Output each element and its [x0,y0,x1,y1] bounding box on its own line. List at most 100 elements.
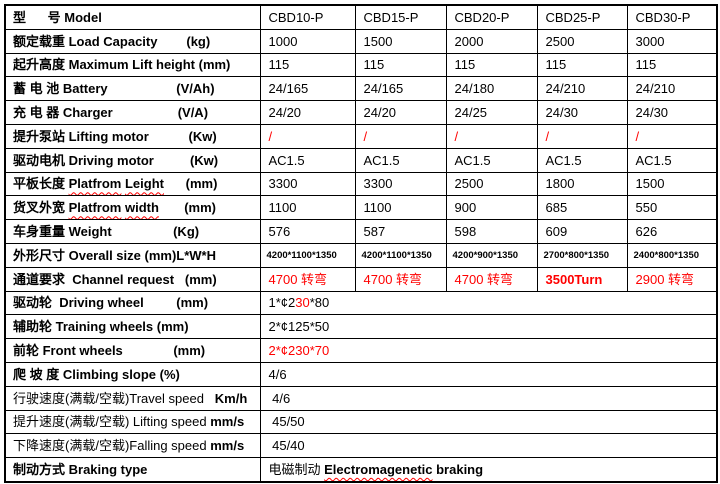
text-segment: 685 [545,200,568,216]
value-weight-4: 609 [536,219,628,244]
text-segment: 起升高度 Maximum Lift height (mm) [13,57,231,73]
value-charger-4: 24/30 [536,100,628,125]
row-max-lift-height: 起升高度 Maximum Lift height (mm) 115 115 115 11… [4,52,718,78]
text-segment: mm/s [210,414,245,430]
label-load-capacity: 额定载重 Load Capacity (kg) [4,28,261,54]
text-segment: 制动方式 [13,462,69,478]
label-model: 型 号 Model [4,4,261,30]
text-segment: 驱动电机 Driving motor (Kw) [13,152,219,168]
value-platform-length-5: 1500 [626,171,718,197]
label-platform-length: 平板长度 Platfrom Leight (mm) [4,171,261,197]
value-battery-3: 24/180 [445,76,538,102]
text-segment: 货叉外宽 [13,200,69,216]
text-segment: 2*¢230*70 [268,343,330,359]
text-segment: 24/25 [454,105,488,121]
value-charger-2: 24/20 [354,100,447,125]
label-driving-motor: 驱动电机 Driving motor (Kw) [4,147,261,173]
text-segment: AC1.5 [268,152,305,168]
row-lifting-speed: 提升速度(满载/空载) Lifting speed mm/s 45/50 [4,409,718,435]
value-channel-request-5: 2900 转弯 [626,266,718,292]
value-overall-size-5: 2400*800*1350 [626,242,718,268]
row-driving-wheel: 驱动轮 Driving wheel (mm) 1*¢230*80 [4,290,718,316]
text-segment: 115 [454,57,476,73]
value-max-lift-height-1: 115 [259,52,356,78]
text-segment: 2*¢125*50 [268,319,330,335]
text-segment: 充 电 器 Charger (V/A) [13,105,209,121]
text-segment: / [545,128,550,144]
value-travel-speed-1: 4/6 [259,385,718,411]
text-segment: 4700 转弯 [268,271,328,287]
text-segment: Electromagenetic [324,462,433,478]
value-load-capacity-4: 2500 [536,28,628,54]
label-weight: 车身重量 Weight (Kg) [4,219,261,244]
row-falling-speed: 下降速度(满载/空载)Falling speed mm/s 45/40 [4,433,718,459]
value-lifting-motor-1: / [259,123,356,149]
text-segment: 提升速度(满载/空载) Lifting speed [13,414,211,430]
value-charger-5: 24/30 [626,100,718,125]
text-segment: 爬 坡 度 Climbing slope (%) [13,366,180,382]
text-segment: 24/20 [268,105,302,121]
text-segment: Platfrom [68,176,122,192]
text-segment: 4700 转弯 [363,271,423,287]
value-weight-5: 626 [626,219,718,244]
text-segment: AC1.5 [635,152,672,168]
text-segment: 通道要求 Channel request (mm) [13,271,217,287]
text-segment: 1100 [363,200,392,216]
value-platform-length-3: 2500 [445,171,538,197]
value-channel-request-4: 3500Turn [536,266,628,292]
label-lifting-motor: 提升泵站 Lifting motor (Kw) [4,123,261,149]
text-segment: 行驶速度(满载/空载)Travel speed [13,390,215,406]
text-segment: 下降速度(满载/空载)Falling speed [13,438,211,454]
text-segment: / [454,128,459,144]
text-segment: CBD20-P [454,9,510,25]
value-channel-request-1: 4700 转弯 [259,266,356,292]
text-segment: 型 号 Model [13,9,102,25]
label-driving-wheel: 驱动轮 Driving wheel (mm) [4,290,261,316]
value-weight-2: 587 [354,219,447,244]
text-segment: AC1.5 [454,152,491,168]
value-load-capacity-1: 1000 [259,28,356,54]
text-segment: *80 [309,295,330,311]
text-segment: 4200*900*1350 [452,249,519,261]
value-load-capacity-3: 2000 [445,28,538,54]
value-charger-1: 24/20 [259,100,356,125]
value-lifting-speed-1: 45/50 [259,409,718,435]
label-max-lift-height: 起升高度 Maximum Lift height (mm) [4,52,261,78]
text-segment: 2500 [454,176,484,192]
text-segment: 115 [635,57,657,73]
text-segment: 驱动轮 Driving wheel (mm) [13,295,209,311]
value-overall-size-2: 4200*1100*1350 [354,242,447,268]
text-segment: (mm) [158,200,216,216]
value-model-4: CBD25-P [536,4,628,30]
text-segment: 24/165 [363,81,404,97]
label-lifting-speed: 提升速度(满载/空载) Lifting speed mm/s [4,409,261,435]
text-segment: 900 [454,200,477,216]
text-segment: / [635,128,640,144]
value-max-lift-height-3: 115 [445,52,538,78]
text-segment: braking [432,462,484,478]
row-front-wheels: 前轮 Front wheels (mm) 2*¢230*70 [4,338,718,363]
text-segment: 2700*800*1350 [543,249,610,261]
value-platform-width-4: 685 [536,195,628,221]
text-segment: 3500Turn [545,271,603,287]
label-front-wheels: 前轮 Front wheels (mm) [4,338,261,363]
label-climbing-slope: 爬 坡 度 Climbing slope (%) [4,361,261,387]
text-segment: 额定载重 Load Capacity (kg) [13,33,211,49]
row-braking-type: 制动方式 Braking type 电磁制动 Electromagenetic b… [4,457,718,483]
label-channel-request: 通道要求 Channel request (mm) [4,266,261,292]
text-segment: AC1.5 [363,152,400,168]
text-segment: 2500 [545,33,575,49]
label-overall-size: 外形尺寸 Overall size (mm)L*W*H [4,242,261,268]
text-segment: 45/40 [268,438,305,454]
value-braking-type-1: 电磁制动 Electromagenetic braking [259,457,718,483]
text-segment: 4/6 [268,366,287,382]
text-segment: 3300 [268,176,298,192]
text-segment: (mm) [163,176,218,192]
row-driving-motor: 驱动电机 Driving motor (Kw) AC1.5 AC1.5 AC1.5 AC… [4,147,718,173]
text-segment: CBD15-P [363,9,419,25]
value-battery-1: 24/165 [259,76,356,102]
spec-table-body: 型 号 Model CBD10-P CBD15-P CBD20-P CBD25-P CBD… [4,4,718,483]
row-travel-speed: 行驶速度(满载/空载)Travel speed Km/h 4/6 [4,385,718,411]
row-model: 型 号 Model CBD10-P CBD15-P CBD20-P CBD25-P CBD… [4,4,718,30]
value-channel-request-3: 4700 转弯 [445,266,538,292]
